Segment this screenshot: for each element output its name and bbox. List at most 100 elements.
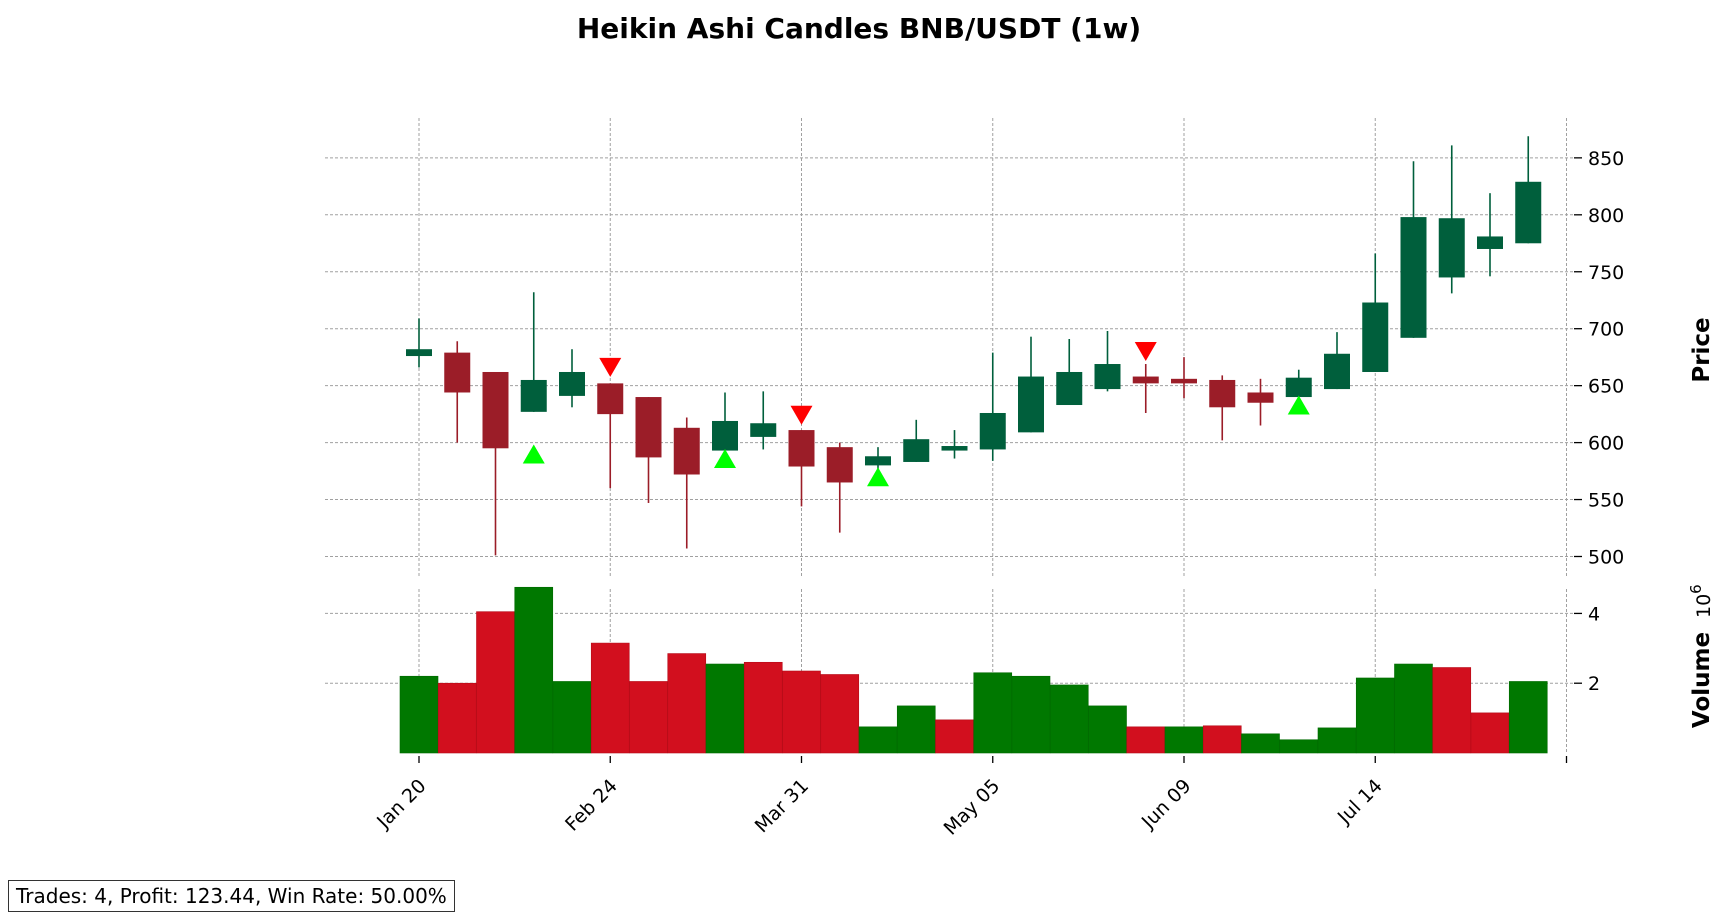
sell-signal-marker — [1134, 341, 1157, 361]
candle-body-up — [1362, 302, 1389, 372]
price-tick-label: 600 — [1588, 433, 1624, 455]
price-tick-label: 500 — [1588, 546, 1624, 568]
candle-body-up — [1515, 181, 1542, 244]
price-candles — [406, 136, 1542, 556]
volume-bar-down — [476, 611, 515, 754]
x-tick-label: Jun 09 — [1137, 775, 1196, 834]
volume-bar-up — [399, 675, 439, 754]
volume-bar-up — [1355, 677, 1395, 754]
candle-body-up — [520, 379, 547, 412]
sell-signal-marker — [599, 357, 622, 377]
candle-body-up — [979, 412, 1006, 450]
candle-body-down — [1247, 392, 1274, 403]
x-axis: Jan 20 Feb 24 Mar 31 May 05 Jun 09 Jul 14 — [372, 756, 1568, 840]
candle-body-down — [1209, 379, 1236, 408]
buy-signal-marker — [867, 467, 889, 487]
volume-bar-up — [705, 663, 745, 754]
volume-bar-down — [667, 653, 707, 754]
x-tick-label: Jul 14 — [1333, 775, 1387, 829]
price-tick-label: 850 — [1588, 148, 1624, 170]
volume-bar-down — [820, 674, 860, 754]
volume-bar-up — [1241, 733, 1280, 754]
volume-bar-up — [1049, 684, 1089, 754]
candle-body-down — [1171, 378, 1197, 384]
candle-body-up — [903, 439, 930, 462]
volume-bar-up — [1164, 726, 1204, 754]
volume-tick-label: 2 — [1588, 673, 1600, 695]
volume-exponent-label: 106 — [1687, 584, 1715, 618]
candle-body-up — [712, 420, 738, 451]
volume-bar-up — [1317, 727, 1357, 754]
price-tick-label: 800 — [1588, 205, 1624, 227]
volume-bar-down — [1202, 725, 1242, 754]
volume-bar-down — [743, 661, 783, 754]
candle-body-up — [1438, 218, 1465, 278]
candle-body-down — [482, 371, 509, 449]
candle-body-down — [788, 430, 815, 467]
price-grid — [325, 118, 1573, 577]
volume-bar-up — [1394, 663, 1433, 754]
volume-bar-down — [1432, 667, 1472, 754]
candle-body-down — [635, 397, 662, 458]
volume-bar-up — [514, 586, 554, 754]
x-tick-label: Mar 31 — [751, 775, 813, 837]
volume-exponent-base: 10 — [1693, 594, 1715, 618]
volume-bar-up — [1088, 705, 1127, 754]
candle-body-up — [406, 349, 432, 357]
x-tick-label: Feb 24 — [561, 775, 622, 836]
price-tick-label: 550 — [1588, 490, 1624, 512]
signal-markers — [522, 341, 1310, 487]
volume-bar-up — [1508, 681, 1548, 754]
price-axis-label: Price — [1689, 317, 1715, 382]
volume-bar-down — [437, 682, 477, 754]
candle-body-up — [941, 446, 968, 451]
candle-body-up — [750, 423, 777, 437]
trade-stats-box: Trades: 4, Profit: 123.44, Win Rate: 50.… — [8, 880, 455, 912]
volume-bar-down — [1470, 712, 1510, 754]
x-tick-label: Jan 20 — [372, 775, 430, 833]
volume-bar-up — [1011, 675, 1051, 754]
candle-body-down — [597, 383, 624, 415]
buy-signal-marker — [1287, 395, 1310, 415]
volume-bar-up — [1279, 739, 1319, 754]
candle-body-up — [1324, 353, 1350, 390]
price-panel: 500 550 600 650 700 750 800 850 Price — [325, 118, 1715, 577]
candle-body-up — [1285, 377, 1312, 398]
candle-body-up — [1056, 371, 1083, 406]
candle-body-down — [826, 447, 853, 483]
volume-axis: 24 — [1574, 603, 1600, 695]
volume-tick-label: 4 — [1588, 603, 1600, 625]
buy-signal-marker — [522, 444, 545, 464]
volume-bar-up — [858, 726, 898, 754]
candle-body-down — [444, 352, 471, 393]
candle-body-up — [1094, 364, 1121, 390]
x-tick-label: May 05 — [940, 775, 1005, 840]
candle-body-up — [1400, 217, 1427, 338]
volume-exponent-power: 6 — [1687, 584, 1705, 594]
price-axis: 500 550 600 650 700 750 800 850 — [1574, 148, 1624, 568]
volume-bar-up — [896, 705, 936, 754]
price-tick-label: 700 — [1588, 319, 1624, 341]
candle-body-up — [559, 371, 585, 396]
buy-signal-marker — [714, 449, 736, 469]
candle-body-down — [1132, 376, 1159, 384]
volume-bars — [399, 586, 1548, 754]
sell-signal-marker — [790, 405, 813, 425]
candle-body-up — [865, 456, 891, 466]
volume-bar-down — [1126, 726, 1166, 754]
volume-bar-down — [782, 670, 821, 754]
candle-body-up — [1477, 236, 1503, 249]
candle-body-up — [1018, 376, 1044, 433]
price-tick-label: 650 — [1588, 376, 1624, 398]
chart-title: Heikin Ashi Candles BNB/USDT (1w) — [577, 12, 1141, 45]
volume-axis-label: Volume — [1689, 632, 1715, 728]
volume-bar-up — [973, 672, 1013, 754]
volume-bar-down — [935, 719, 974, 754]
volume-bar-down — [629, 681, 668, 754]
candle-body-down — [673, 427, 700, 475]
volume-bar-up — [552, 681, 592, 754]
volume-panel: 24 Volume 106 — [325, 584, 1715, 754]
volume-bar-down — [590, 642, 630, 754]
price-tick-label: 750 — [1588, 262, 1624, 284]
